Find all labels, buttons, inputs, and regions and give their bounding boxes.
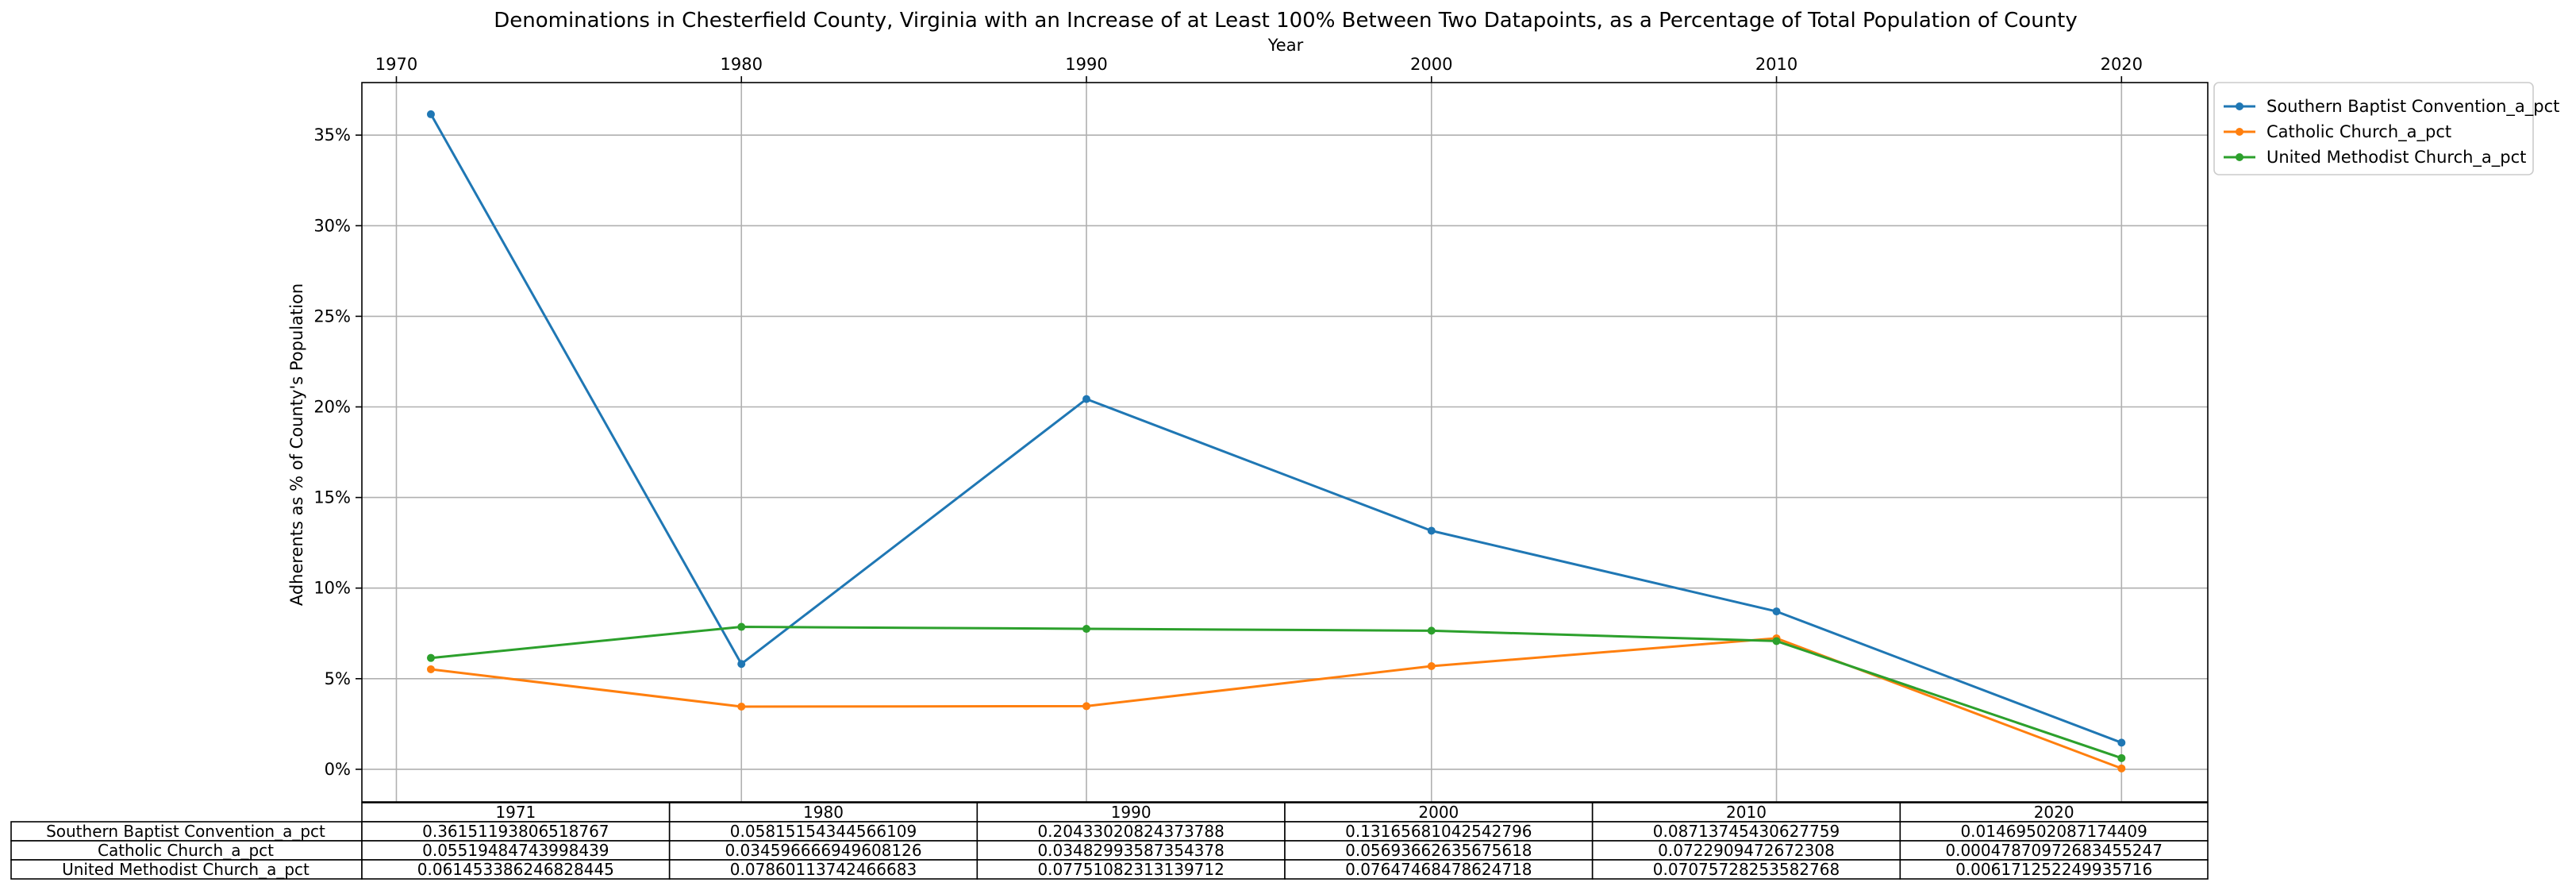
table-cell (361, 840, 671, 861)
table-cell-value: 0.36151193806518767 (422, 822, 609, 841)
x-tick-label: 1980 (721, 55, 763, 74)
table-cell (976, 821, 1286, 842)
data-point (1427, 661, 1436, 670)
data-table: 1971 1980 1990 2000 2010 2020 Southern Baptist… (10, 802, 2209, 880)
table-cell (1284, 840, 1594, 861)
table-cell (976, 840, 1286, 861)
table-cell (361, 859, 671, 880)
data-point (1082, 625, 1091, 634)
table-cell-value: 0.01469502087174409 (1960, 822, 2147, 841)
y-tick-label: 0% (325, 760, 351, 779)
table-row-label: Catholic Church_a_pct (98, 841, 274, 860)
y-tick-label: 30% (313, 216, 351, 235)
table-cell-value: 0.20433020824373788 (1037, 822, 1224, 841)
table-cell-value: 0.034596666949608126 (725, 841, 921, 860)
x-tick-label: 1970 (375, 55, 417, 74)
series-line-0 (429, 114, 2122, 744)
legend-marker (2236, 153, 2243, 161)
table-header-cell (1899, 802, 2209, 823)
y-tick-label: 10% (313, 579, 351, 598)
table-header-cell (1284, 802, 1594, 823)
x-tick-label: 2000 (1410, 55, 1452, 74)
table-cell-value: 0.03482993587354378 (1037, 841, 1224, 860)
data-point (2117, 764, 2126, 773)
table-header-cell (361, 802, 671, 823)
y-tick-label: 20% (313, 397, 351, 416)
table-header-label: 2000 (1418, 803, 1459, 822)
data-point (1082, 702, 1091, 711)
data-point (426, 665, 435, 673)
table-cell (668, 859, 978, 880)
table-cell (1591, 859, 1901, 880)
data-point (1772, 637, 1781, 645)
data-point (1772, 607, 1781, 616)
legend-label: United Methodist Church_a_pct (2266, 148, 2526, 168)
series-line-2 (430, 626, 2122, 760)
data-point (1082, 395, 1091, 403)
y-tick-label: 35% (313, 125, 351, 145)
x-tick-label: 2020 (2101, 55, 2143, 74)
x-tick-label: 1990 (1065, 55, 1107, 74)
y-axis-label: Adherents as % of County's Population (287, 283, 306, 606)
table-cell-value: 0.07860113742466683 (730, 860, 917, 879)
table-header-label: 2010 (1726, 803, 1767, 822)
table-row-label: United Methodist Church_a_pct (62, 860, 310, 879)
data-point (1427, 626, 1436, 635)
data-point (2117, 753, 2126, 762)
legend-label: Catholic Church_a_pct (2266, 122, 2451, 142)
table-cell-value: 0.05815154344566109 (730, 822, 917, 841)
data-point (737, 660, 746, 669)
x-tick-label: 2010 (1755, 55, 1797, 74)
chart-title: Denominations in Chesterfield County, Vi… (494, 9, 2078, 33)
table-cell (1284, 821, 1594, 842)
y-tick-label: 15% (313, 488, 351, 507)
data-point (2117, 738, 2126, 747)
legend-marker (2236, 102, 2243, 110)
table-cell-value: 0.07075728253582768 (1653, 860, 1840, 879)
series-lines (426, 110, 2126, 773)
table-cell-value: 0.07751082313139712 (1037, 860, 1224, 879)
table-row-label-cell (10, 840, 363, 861)
table-cell-value: 0.05693662635675618 (1345, 841, 1532, 860)
x-axis-label: Year (1267, 36, 1304, 55)
table-header-label: 1971 (495, 803, 536, 822)
table-cell-value: 0.00047870972683455247 (1945, 841, 2163, 860)
table-cell-value: 0.07647468478624718 (1345, 860, 1532, 879)
table-header-label: 1980 (803, 803, 844, 822)
table-row-label: Southern Baptist Convention_a_pct (46, 822, 325, 841)
table-cell (1899, 859, 2209, 880)
y-tick-label: 25% (313, 306, 351, 326)
table-header-label: 2020 (2034, 803, 2074, 822)
legend-label: Southern Baptist Convention_a_pct (2266, 97, 2559, 117)
legend: Southern Baptist Convention_a_pct Catholi… (2213, 82, 2559, 175)
legend-marker (2236, 128, 2243, 136)
table-cell-value: 0.006171252249935716 (1955, 860, 2152, 879)
data-point (737, 622, 746, 631)
table-cell-value: 0.061453386246828445 (417, 860, 614, 879)
data-point (1427, 526, 1436, 535)
data-point (426, 653, 435, 662)
plot-frame (361, 82, 2209, 803)
table-cell-value: 0.0722909472672308 (1658, 841, 1835, 860)
data-point (426, 110, 435, 118)
table-cell-value: 0.13165681042542796 (1345, 822, 1532, 841)
table-cell-value: 0.08713745430627759 (1653, 822, 1840, 841)
table-cell-value: 0.05519484743998439 (422, 841, 609, 860)
table-header-label: 1990 (1111, 803, 1152, 822)
legend-box (2213, 82, 2534, 175)
grid-lines (362, 83, 2208, 802)
data-point (737, 702, 746, 711)
axes: 1970 1980 1990 2000 2010 2020 0% 5% 10% 15% 20% 25%… (313, 55, 2209, 803)
y-tick-label: 5% (325, 669, 351, 688)
